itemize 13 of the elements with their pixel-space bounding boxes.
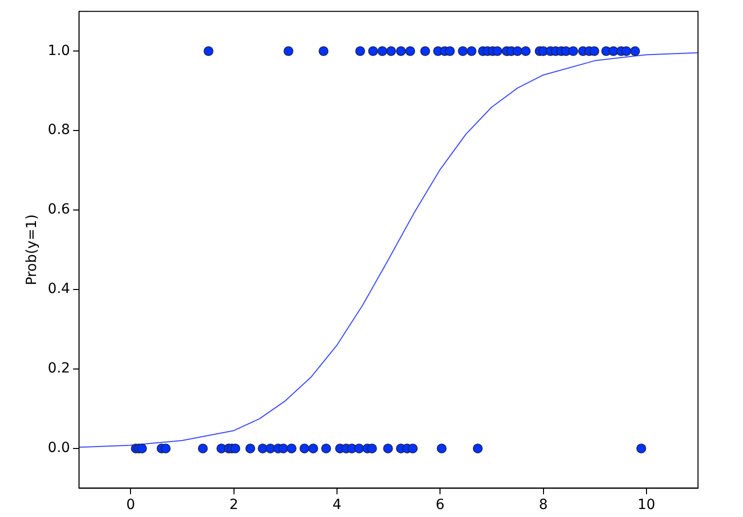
y-tick-label: 1.0 [48, 42, 70, 59]
y-tick-label: 0.0 [48, 440, 70, 456]
y-tick-label: 0.6 [48, 202, 70, 218]
y-axis-title: Prob(y=1) [24, 214, 40, 286]
x-tick-label: 2 [229, 497, 238, 514]
x-tick-label: 6 [436, 497, 445, 514]
y-tick-label: 0.4 [48, 281, 70, 298]
x-tick-label: 4 [332, 497, 342, 514]
x-tick-label: 10 [638, 497, 656, 514]
x-tick-label: 0 [126, 497, 136, 514]
y-tick-label: 0.8 [48, 122, 70, 138]
x-tick-label: 8 [538, 497, 548, 514]
y-tick-label: 0.2 [48, 360, 70, 377]
